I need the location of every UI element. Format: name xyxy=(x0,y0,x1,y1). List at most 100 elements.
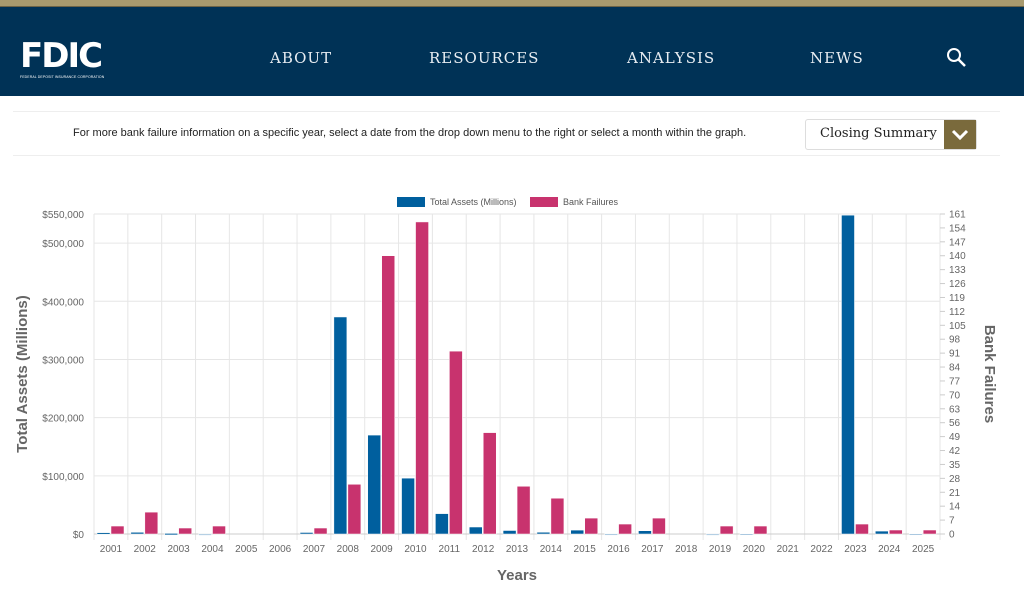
x-tick-label: 2023 xyxy=(844,544,867,555)
bar-total-assets xyxy=(435,513,449,535)
y2-tick-label: 133 xyxy=(949,265,966,276)
y2-tick-label: 112 xyxy=(949,307,965,318)
y2-tick-label: 35 xyxy=(949,460,961,471)
bar-bank-failures xyxy=(652,517,666,535)
bar-total-assets xyxy=(570,529,585,535)
bar-bank-failures xyxy=(347,484,362,535)
x-axis-title: Years xyxy=(497,567,537,584)
x-tick-label: 2015 xyxy=(574,544,597,555)
y-tick-label: $200,000 xyxy=(42,414,84,425)
y2-tick-label: 147 xyxy=(949,237,966,248)
y2-tick-label: 28 xyxy=(949,474,961,485)
x-tick-label: 2022 xyxy=(810,544,833,555)
y-tick-label: $300,000 xyxy=(42,355,84,366)
chevron-down-icon xyxy=(951,129,969,141)
y2-tick-label: 77 xyxy=(949,376,961,387)
y2-tick-label: 154 xyxy=(949,223,966,234)
y2-axis-title: Bank Failures xyxy=(981,325,998,423)
bar-bank-failures xyxy=(449,350,463,535)
y2-tick-label: 105 xyxy=(949,321,966,332)
bar-total-assets xyxy=(875,530,889,535)
fdic-logo[interactable]: FDIC FEDERAL DEPOSIT INSURANCE CORPORATI… xyxy=(20,39,104,79)
x-tick-label: 2007 xyxy=(303,544,326,555)
nav-analysis[interactable]: ANALYSIS xyxy=(627,49,716,67)
y2-tick-label: 49 xyxy=(949,432,961,443)
bar-bank-failures xyxy=(516,486,531,535)
bar-total-assets xyxy=(502,530,517,535)
x-tick-label: 2011 xyxy=(439,544,461,555)
dropdown-button[interactable] xyxy=(944,120,976,149)
y-tick-label: $550,000 xyxy=(42,210,84,221)
top-accent-bar xyxy=(0,0,1024,7)
bar-bank-failures xyxy=(922,529,937,535)
y2-tick-label: 84 xyxy=(949,363,961,374)
x-tick-label: 2009 xyxy=(371,544,394,555)
bar-total-assets xyxy=(908,533,923,536)
x-tick-label: 2003 xyxy=(167,544,190,555)
bar-bank-failures xyxy=(313,527,328,535)
legend-label-failures: Bank Failures xyxy=(563,197,619,207)
x-tick-label: 2020 xyxy=(743,544,766,555)
bar-bank-failures xyxy=(178,527,192,535)
bar-total-assets xyxy=(536,532,551,535)
y2-tick-label: 161 xyxy=(949,210,966,221)
bar-total-assets xyxy=(198,533,212,536)
bar-bank-failures xyxy=(415,221,429,535)
logo-subtitle: FEDERAL DEPOSIT INSURANCE CORPORATION xyxy=(20,75,105,79)
y2-tick-label: 98 xyxy=(949,335,961,346)
bar-bank-failures xyxy=(889,529,903,535)
x-tick-label: 2002 xyxy=(134,544,157,555)
search-icon[interactable] xyxy=(946,47,968,69)
logo-text: FDIC xyxy=(20,36,103,76)
nav-news[interactable]: NEWS xyxy=(810,49,864,67)
x-tick-label: 2014 xyxy=(540,544,563,555)
legend-swatch-assets xyxy=(397,197,425,207)
bar-bank-failures xyxy=(482,432,497,535)
bar-total-assets xyxy=(96,532,111,535)
x-tick-label: 2016 xyxy=(607,544,630,555)
y2-tick-label: 42 xyxy=(949,446,961,457)
y2-tick-label: 0 xyxy=(949,530,955,541)
bar-total-assets xyxy=(367,434,381,535)
x-tick-label: 2001 xyxy=(100,544,123,555)
info-bar: For more bank failure information on a s… xyxy=(13,111,1000,156)
nav-resources[interactable]: RESOURCES xyxy=(429,49,540,67)
select-value: Closing Summary xyxy=(820,126,937,141)
x-tick-label: 2004 xyxy=(201,544,224,555)
y2-tick-label: 14 xyxy=(949,502,961,513)
y2-tick-label: 56 xyxy=(949,418,961,429)
bar-total-assets xyxy=(638,530,652,535)
y2-tick-label: 119 xyxy=(949,293,965,304)
bar-total-assets xyxy=(333,316,348,535)
x-tick-label: 2012 xyxy=(472,544,495,555)
y-axis-title: Total Assets (Millions) xyxy=(14,295,31,453)
bar-bank-failures xyxy=(110,525,125,535)
bar-bank-failures xyxy=(381,255,395,535)
y2-tick-label: 91 xyxy=(949,349,961,360)
bar-total-assets xyxy=(130,532,145,535)
y2-tick-label: 21 xyxy=(949,488,961,499)
y2-tick-label: 63 xyxy=(949,404,961,415)
bar-bank-failures xyxy=(550,497,565,535)
bar-total-assets xyxy=(299,532,314,535)
x-tick-label: 2019 xyxy=(709,544,732,555)
x-tick-label: 2024 xyxy=(878,544,901,555)
nav-about[interactable]: ABOUT xyxy=(270,49,333,67)
y2-tick-label: 7 xyxy=(949,516,955,527)
y-tick-label: $400,000 xyxy=(42,297,84,308)
x-tick-label: 2017 xyxy=(641,544,664,555)
info-text: For more bank failure information on a s… xyxy=(73,127,747,139)
y2-tick-label: 126 xyxy=(949,279,966,290)
bar-bank-failures xyxy=(212,525,226,535)
bar-total-assets xyxy=(841,214,855,535)
bar-bank-failures xyxy=(855,523,869,535)
bar-total-assets xyxy=(468,526,483,535)
y-tick-label: $500,000 xyxy=(42,239,84,250)
legend-swatch-failures xyxy=(530,197,558,207)
x-tick-label: 2025 xyxy=(912,544,935,555)
x-tick-label: 2008 xyxy=(337,544,360,555)
legend-label-assets: Total Assets (Millions) xyxy=(430,197,517,207)
bar-total-assets xyxy=(401,477,415,535)
closing-summary-select[interactable]: Closing Summary xyxy=(805,119,977,150)
x-tick-label: 2006 xyxy=(269,544,292,555)
